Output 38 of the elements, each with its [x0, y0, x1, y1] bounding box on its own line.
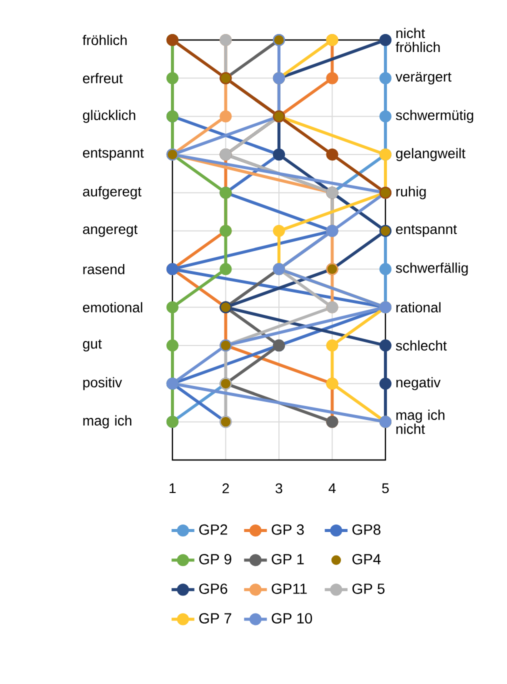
x-tick-label: 2 [222, 483, 229, 494]
legend-label: GP 9 [199, 554, 232, 564]
legend-label: GP6 [199, 584, 228, 594]
x-tick-label: 5 [382, 483, 389, 494]
y2-tick-label: schlecht [396, 340, 447, 351]
x-tick-label: 1 [169, 483, 176, 494]
y-tick-label: rasend [83, 264, 124, 274]
y2-tick-label: negativ [396, 377, 440, 390]
y2-tick-label: schwerfällig [396, 262, 468, 276]
y2-tick-label: entspannt [396, 224, 457, 237]
y-tick-label: aufgeregt [82, 186, 142, 200]
y2-tick-label: ruhig [396, 186, 426, 200]
legend-label: GP 5 [352, 584, 384, 594]
legend-label: GP 7 [199, 613, 231, 624]
y2-tick-label: schwermütig [396, 110, 473, 123]
x-tick-label: 3 [275, 483, 282, 494]
y-tick-label: positiv [83, 377, 122, 390]
y-tick-label: gut [82, 339, 102, 352]
y-tick-label: angeregt [82, 224, 138, 237]
legend-label: GP 3 [272, 524, 304, 535]
y-tick-label: fröhlich [82, 34, 126, 46]
y2-tick-label: verärgert [395, 72, 452, 84]
y2-tick-label: nicht fröhlich [395, 28, 440, 52]
y2-tick-label: mag ich nicht [396, 410, 444, 434]
legend-label: GP8 [352, 524, 380, 535]
y2-tick-label: rational [396, 302, 440, 312]
y-tick-label: emotional [82, 302, 142, 312]
y-tick-label: mag ich [83, 415, 132, 428]
legend-label: GP4 [352, 554, 380, 564]
y-tick-label: entspannt [82, 148, 144, 161]
x-tick-label: 4 [328, 483, 336, 494]
y-tick-label: glücklich [82, 110, 135, 123]
y-tick-label: erfreut [82, 73, 123, 84]
y2-tick-label: gelangweilt [396, 148, 466, 162]
legend-label: GP 1 [272, 554, 304, 564]
legend-label: GP11 [272, 584, 307, 594]
legend-label: GP2 [199, 524, 227, 535]
legend-label: GP 10 [272, 613, 312, 624]
